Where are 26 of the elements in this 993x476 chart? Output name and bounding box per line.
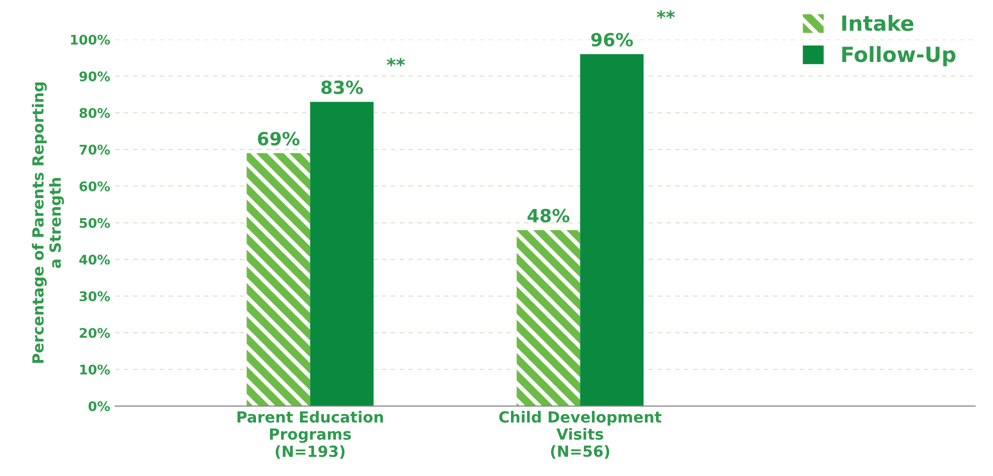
data-label: 96% — [591, 32, 633, 47]
bar — [310, 102, 374, 406]
y-tick-label: 80% — [80, 108, 110, 118]
y-tick-label: 100% — [71, 34, 110, 45]
legend-label: Intake — [842, 14, 914, 32]
y-tick-label: 70% — [80, 144, 110, 155]
legend-label: Follow-Up — [842, 46, 956, 66]
y-tick-label: 90% — [79, 71, 110, 82]
annotation: ** — [386, 58, 405, 66]
bar — [516, 230, 580, 406]
x-tick-label: Parent Education Programs (N=193) — [238, 410, 383, 459]
x-tick-label: Child Development Visits (N=56) — [499, 410, 662, 459]
y-tick-label: 60% — [80, 181, 110, 192]
data-label: 48% — [528, 208, 570, 222]
y-tick-label: 10% — [80, 364, 110, 375]
y-tick-label: 30% — [80, 291, 110, 302]
y-tick-label: 20% — [80, 328, 110, 338]
data-label: 83% — [321, 80, 363, 94]
data-label: 69% — [258, 132, 300, 146]
bar — [246, 153, 310, 406]
y-tick-label: 50% — [80, 218, 110, 228]
y-axis-title: Percentage of Parents Reporting a Strength — [32, 82, 64, 363]
y-tick-label: 40% — [79, 254, 110, 265]
y-tick-label: 0% — [88, 401, 110, 412]
bar — [580, 54, 644, 406]
text: ** — [656, 10, 675, 19]
